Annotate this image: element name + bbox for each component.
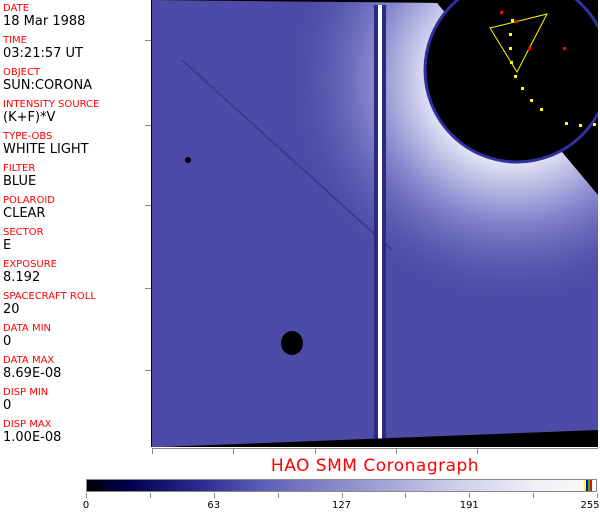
info-field: OBJECT SUN:CORONA xyxy=(3,67,92,93)
limb-overlay-dot xyxy=(509,47,512,50)
info-label: DISP MAX xyxy=(3,419,52,430)
axis-tick xyxy=(145,288,151,289)
axis-tick xyxy=(233,448,234,454)
info-field: EXPOSURE 8.192 xyxy=(3,259,57,285)
info-label: DATE xyxy=(3,3,30,14)
axis-tick xyxy=(315,448,316,454)
shadow-streak xyxy=(181,59,393,251)
limb-overlay-dot xyxy=(530,99,533,102)
info-field: SPACECRAFT ROLL 20 xyxy=(3,291,96,317)
limb-overlay-dot xyxy=(510,61,513,64)
limb-overlay-dot xyxy=(514,75,517,78)
dark-dot xyxy=(185,157,191,163)
coronagraph-image xyxy=(152,0,600,447)
info-field: DATA MIN 0 xyxy=(3,323,51,349)
info-label: DATA MIN xyxy=(3,323,51,334)
info-field: TYPE-OBS WHITE LIGHT xyxy=(3,131,89,157)
info-label: POLAROID xyxy=(3,195,56,206)
info-field: INTENSITY SOURCE (K+F)*V xyxy=(3,99,99,125)
info-label: EXPOSURE xyxy=(3,259,58,270)
info-value: BLUE xyxy=(3,174,37,189)
axis-tick xyxy=(145,40,151,41)
info-field: DATA MAX 8.69E-08 xyxy=(3,355,61,381)
limb-overlay-dot xyxy=(579,124,582,127)
colorbar-tick-label: 191 xyxy=(459,500,479,511)
overlay-grid-dot xyxy=(515,20,518,23)
overlay-grid-dot xyxy=(528,47,531,50)
axis-tick xyxy=(396,448,397,454)
info-field: DISP MIN 0 xyxy=(3,387,48,413)
colorbar-tick xyxy=(597,493,598,498)
info-value: 0 xyxy=(3,334,12,349)
info-value: E xyxy=(3,238,12,253)
colorbar-tick xyxy=(277,493,279,498)
overlay-grid-dot xyxy=(563,47,566,50)
limb-overlay-dot xyxy=(509,33,512,36)
info-label: DATA MAX xyxy=(3,355,55,366)
colorbar-tick xyxy=(213,493,215,498)
limb-overlay-dot xyxy=(511,19,514,22)
info-label: INTENSITY SOURCE xyxy=(3,99,100,110)
info-field: DATE 18 Mar 1988 xyxy=(3,3,85,29)
info-value: 18 Mar 1988 xyxy=(3,14,86,29)
info-label: DISP MIN xyxy=(3,387,49,398)
colorbar-tick-label: 63 xyxy=(207,500,221,511)
info-value: 0 xyxy=(3,398,12,413)
colorbar xyxy=(86,479,597,492)
limb-overlay-triangle xyxy=(489,13,548,74)
info-value: 20 xyxy=(3,302,20,317)
info-value: 03:21:57 UT xyxy=(3,46,83,61)
info-value: SUN:CORONA xyxy=(3,78,93,93)
info-panel: DATE 18 Mar 1988 TIME 03:21:57 UT OBJECT SUN:… xyxy=(0,0,152,447)
axis-tick xyxy=(152,448,153,454)
info-field: DISP MAX 1.00E-08 xyxy=(3,419,61,445)
x-axis-line xyxy=(152,448,598,449)
colorbar-tick xyxy=(469,493,471,498)
info-field: TIME 03:21:57 UT xyxy=(3,35,83,61)
dark-spot xyxy=(281,331,303,355)
overlay-grid-dot xyxy=(500,11,503,14)
info-value: 8.69E-08 xyxy=(3,366,62,381)
occulting-disk xyxy=(423,0,600,164)
axis-tick xyxy=(145,370,151,371)
info-value: 1.00E-08 xyxy=(3,430,62,445)
axis-tick xyxy=(477,448,478,454)
pylon-highlight xyxy=(378,5,382,440)
limb-overlay-dot xyxy=(565,122,568,125)
colorbar-tick-label: 127 xyxy=(331,500,352,511)
limb-overlay-dot xyxy=(593,123,596,126)
colorbar-overlay-swatches xyxy=(584,480,592,491)
info-field: POLAROID CLEAR xyxy=(3,195,55,221)
info-field: FILTER BLUE xyxy=(3,163,36,189)
limb-overlay-dot xyxy=(540,108,543,111)
plot-title: HAO SMM Coronagraph xyxy=(270,456,480,476)
info-label: SPACECRAFT ROLL xyxy=(3,291,96,302)
colorbar-tick xyxy=(405,493,407,498)
colorbar-tick xyxy=(341,493,343,498)
coronagraph-image-svg xyxy=(152,0,600,447)
colorbar-tick xyxy=(149,493,151,498)
info-value: WHITE LIGHT xyxy=(3,142,89,157)
info-label: TYPE-OBS xyxy=(3,131,53,142)
info-label: FILTER xyxy=(3,163,36,174)
info-value: CLEAR xyxy=(3,206,46,221)
info-value: (K+F)*V xyxy=(3,110,56,125)
info-value: 8.192 xyxy=(3,270,41,285)
axis-tick xyxy=(145,125,151,126)
colorbar-tick-label: 0 xyxy=(82,500,90,511)
limb-overlay-dot xyxy=(521,87,524,90)
info-label: SECTOR xyxy=(3,227,44,238)
colorbar-tick-label: 255 xyxy=(580,500,600,511)
axis-tick xyxy=(145,205,151,206)
colorbar-tick xyxy=(86,493,87,498)
info-field: SECTOR E xyxy=(3,227,44,253)
colorbar-tick xyxy=(533,493,535,498)
info-label: OBJECT xyxy=(3,67,41,78)
overlay-grid-dots xyxy=(500,11,596,127)
info-label: TIME xyxy=(3,35,28,46)
